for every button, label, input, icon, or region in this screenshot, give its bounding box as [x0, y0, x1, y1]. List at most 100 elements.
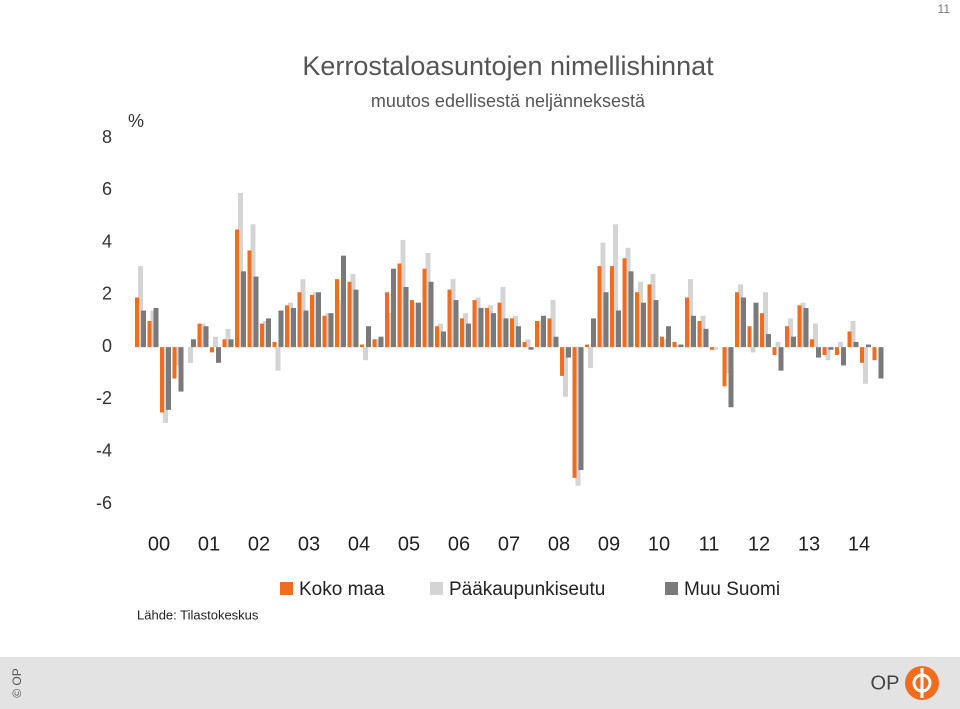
bar — [328, 313, 334, 348]
y-tick-label: 0 — [102, 336, 112, 356]
bar — [572, 347, 577, 478]
y-tick-label: -4 — [96, 440, 112, 460]
bar — [378, 336, 384, 348]
y-tick-label: 4 — [102, 231, 112, 251]
bar — [263, 321, 268, 348]
legend-swatch — [665, 582, 678, 595]
source: Lähde: Tilastokeskus — [137, 607, 259, 622]
bar — [200, 323, 206, 348]
bar — [850, 321, 856, 348]
bar — [503, 318, 509, 348]
bar — [516, 326, 521, 348]
bar — [866, 344, 871, 348]
bar — [222, 339, 227, 348]
bar — [666, 326, 671, 348]
page-number: 11 — [938, 2, 951, 16]
x-tick-label: 10 — [648, 533, 670, 555]
bar — [260, 323, 264, 348]
bar — [491, 313, 496, 348]
bar — [416, 302, 421, 348]
bar — [450, 279, 456, 348]
bar — [316, 292, 321, 348]
bar — [150, 310, 156, 348]
bar — [497, 302, 502, 348]
bar — [538, 321, 543, 348]
bar — [797, 305, 802, 348]
bar — [228, 339, 234, 348]
bar — [663, 339, 668, 348]
bar — [791, 336, 796, 348]
bar — [197, 323, 202, 348]
y-tick-label: -2 — [96, 388, 112, 408]
bar — [860, 347, 864, 363]
bar — [838, 341, 843, 348]
chart-subtitle: muutos edellisestä neljänneksestä — [371, 91, 646, 111]
bar — [753, 302, 759, 348]
bar — [422, 268, 427, 348]
bar — [297, 292, 302, 348]
bar — [266, 318, 271, 348]
bar — [410, 300, 414, 348]
bar — [428, 281, 434, 348]
bar — [438, 323, 443, 348]
bar — [750, 347, 756, 353]
chart-title: Kerrostaloasuntojen nimellishinnat — [302, 51, 714, 81]
bar — [872, 347, 877, 361]
bar — [622, 258, 627, 348]
legend-label: Muu Suomi — [684, 579, 780, 600]
bar — [566, 347, 571, 358]
bar — [653, 300, 659, 348]
bar — [435, 326, 439, 348]
bar — [678, 344, 684, 348]
bar — [722, 347, 727, 387]
bar — [510, 318, 514, 348]
bar — [425, 253, 431, 348]
bar — [638, 281, 643, 348]
bar — [610, 266, 614, 348]
bar — [741, 297, 746, 348]
bar — [616, 310, 621, 348]
x-tick-label: 02 — [248, 533, 270, 555]
x-tick-label: 08 — [548, 533, 570, 555]
x-tick-label: 09 — [598, 533, 620, 555]
bar — [375, 339, 381, 348]
bar — [453, 300, 459, 348]
bar — [560, 347, 564, 376]
bar — [713, 347, 718, 350]
bar — [163, 347, 168, 423]
bar — [178, 347, 184, 392]
bar — [591, 318, 596, 348]
bar — [853, 341, 859, 348]
bar — [863, 347, 868, 384]
bar — [400, 239, 406, 348]
bar — [522, 341, 527, 348]
legend-swatch — [430, 582, 443, 595]
x-tick-label: 05 — [398, 533, 420, 555]
y-axis-label: % — [128, 111, 144, 131]
bar — [541, 315, 546, 348]
bar — [153, 307, 159, 348]
bar — [535, 321, 539, 348]
bar — [700, 315, 706, 348]
bar — [600, 242, 606, 348]
bar — [363, 347, 368, 361]
bar — [800, 302, 806, 348]
bar — [813, 323, 818, 348]
x-tick-label: 07 — [498, 533, 520, 555]
bar — [441, 331, 446, 348]
bar — [213, 336, 218, 348]
bar — [285, 305, 289, 348]
bar — [191, 339, 196, 348]
bar — [147, 321, 152, 348]
bar — [253, 276, 259, 348]
bar — [288, 302, 293, 348]
bar — [766, 334, 771, 348]
x-tick-label: 06 — [448, 533, 470, 555]
bar — [278, 310, 284, 348]
x-tick-label: 00 — [148, 533, 170, 555]
bar — [500, 287, 506, 348]
bar — [235, 229, 239, 348]
bar — [485, 307, 489, 348]
legend-label: Koko maa — [299, 579, 385, 600]
bar — [725, 347, 731, 374]
